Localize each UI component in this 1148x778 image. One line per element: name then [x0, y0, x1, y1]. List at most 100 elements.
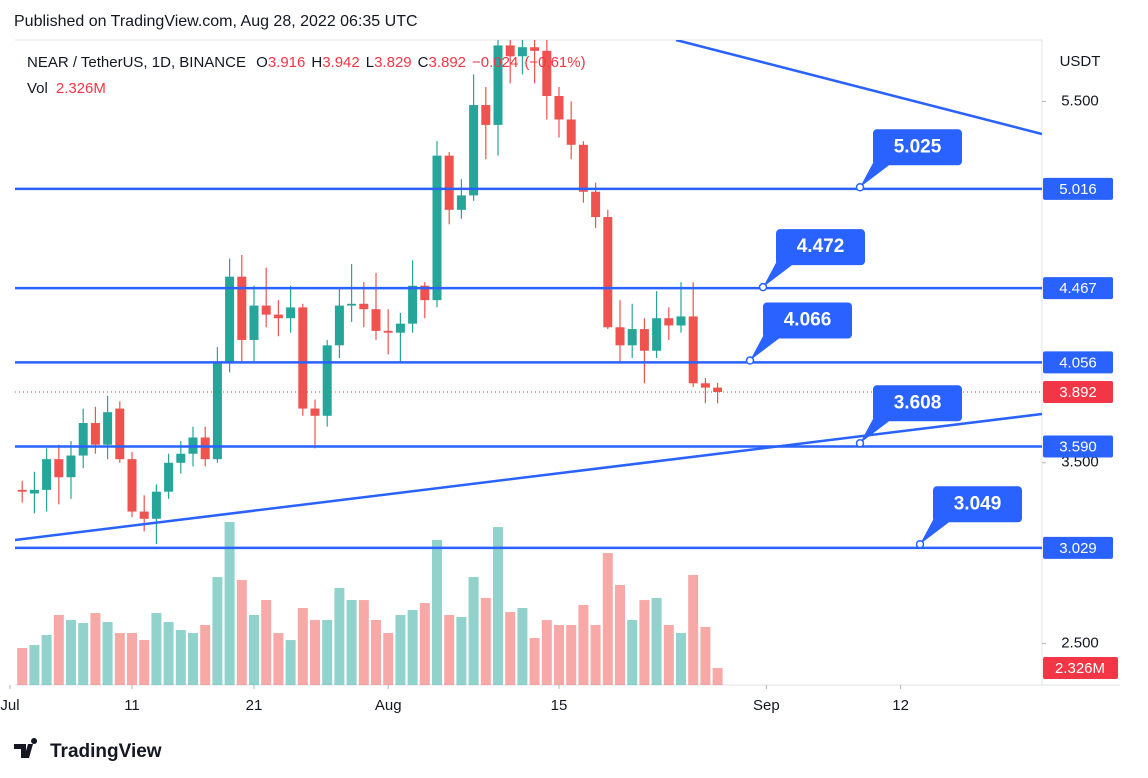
candle-body [139, 511, 149, 519]
candle-body [688, 316, 698, 384]
callout-label: 3.049 [954, 493, 1002, 514]
candle-body [420, 285, 430, 301]
candle-body [591, 191, 601, 218]
volume-bar [212, 577, 223, 685]
x-tick-label: Sep [753, 697, 780, 714]
candle-body [286, 307, 296, 319]
callout-box [933, 486, 1022, 523]
candle-body [334, 305, 344, 346]
volume-bar [297, 607, 308, 685]
ohlc-letter: L [365, 54, 375, 71]
candle-body [66, 455, 76, 478]
callout-pointer [763, 259, 792, 288]
volume-bar [578, 604, 589, 685]
candle-body [151, 491, 161, 519]
volume-bar [456, 616, 467, 685]
volume-bar [444, 614, 455, 685]
candle-body [90, 423, 100, 445]
volume-bar [676, 633, 686, 685]
volume-bar [480, 597, 491, 685]
volume-bar [663, 624, 674, 685]
callout-anchor [915, 540, 925, 549]
level-price-label: 3.590 [1059, 438, 1097, 455]
ohlc-value: 3.829 [374, 54, 412, 71]
candle-body [371, 309, 381, 331]
last-volume-box [1043, 657, 1118, 680]
last-volume-label: 2.326M [1055, 660, 1105, 677]
candle-body [517, 47, 527, 57]
candle-body [676, 316, 686, 326]
callout-label: 4.066 [784, 310, 832, 331]
candle-body [408, 285, 418, 324]
candle-body [176, 453, 186, 463]
published-note: Published on TradingView.com, Aug 28, 20… [14, 13, 418, 30]
volume-bar [139, 640, 150, 685]
ohlc-letter: O [256, 54, 268, 71]
last-price-box [1043, 380, 1113, 403]
volume-bar [712, 668, 723, 685]
volume-bar [566, 624, 577, 685]
candle-body [164, 462, 174, 492]
callout-anchor [758, 282, 768, 292]
candle-body [432, 155, 442, 301]
candle-body [542, 50, 552, 97]
volume-bar [688, 574, 699, 685]
ohlc-value: 3.916 [267, 54, 306, 71]
level-price-box [1043, 351, 1113, 374]
volume-bar [346, 600, 357, 685]
level-price-label: 4.056 [1059, 354, 1097, 371]
candle-body [456, 195, 466, 210]
symbol: NEAR / TetherUS, 1D, BINANCE [27, 54, 246, 71]
candle-body [261, 305, 271, 315]
volume-bar [53, 614, 64, 685]
candle-body [505, 45, 515, 57]
candle-body [347, 303, 357, 306]
volume-bar [554, 624, 564, 685]
candle-body [481, 105, 491, 125]
candle-body [127, 459, 137, 512]
volume-bar [468, 577, 479, 685]
y-tick-label: 5.500 [1061, 92, 1099, 109]
trend-line [675, 40, 1042, 136]
ohlc-letter: H [311, 54, 323, 71]
candle-body [78, 423, 88, 456]
candle-body [639, 329, 649, 351]
brand: TradingView [50, 741, 162, 762]
callout-label: 4.472 [797, 236, 845, 257]
volume-bar [639, 600, 650, 685]
volume-bar [541, 620, 552, 685]
y-tick-label: 2.500 [1061, 634, 1099, 651]
volume-bar [236, 580, 247, 685]
volume-bar [322, 620, 333, 685]
volume-bar [602, 553, 613, 685]
volume-bar [188, 633, 198, 685]
volume-bar [285, 640, 296, 685]
volume-bar [224, 522, 235, 685]
level-price-label: 4.467 [1059, 280, 1097, 297]
level-price-box [1043, 536, 1113, 559]
candle-body [615, 327, 625, 346]
candle-body [298, 307, 308, 409]
volume-bar [529, 637, 540, 685]
volume-bar [175, 630, 186, 685]
volume-bar [419, 603, 430, 685]
ohlc-letter: C [417, 54, 429, 71]
callout-box [873, 129, 962, 166]
volume-bar [505, 612, 516, 685]
volume-bar [395, 614, 406, 685]
candle-body [212, 361, 222, 460]
volume-bar [590, 624, 601, 685]
volume-bar [261, 600, 272, 685]
candle-body [383, 330, 393, 333]
x-tick-label: 11 [124, 697, 140, 714]
volume-bar [627, 620, 638, 685]
volume-bar [432, 540, 442, 685]
change-pct: (−0.61%) [524, 54, 586, 71]
level-price-box [1043, 435, 1113, 458]
candle-body [578, 144, 588, 192]
volume-bar [383, 633, 394, 685]
volume-bar [41, 634, 52, 685]
candle-body [493, 45, 503, 125]
candle-body [395, 323, 405, 333]
